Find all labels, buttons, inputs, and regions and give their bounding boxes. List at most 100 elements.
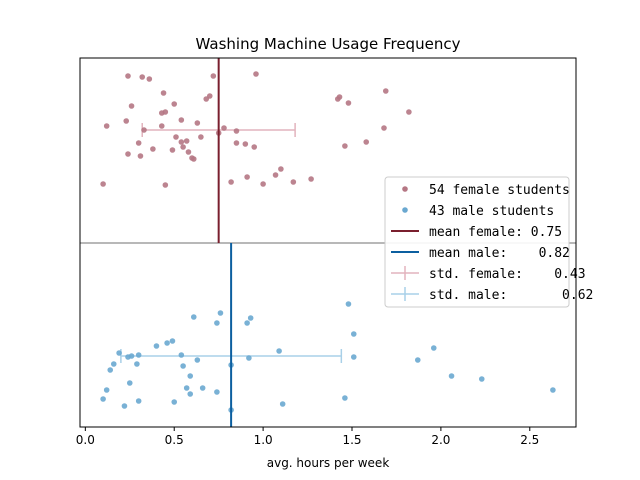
female-point-legend-marker: [402, 186, 408, 192]
female-point: [190, 156, 197, 162]
female-point: [173, 134, 179, 140]
female-point: [137, 153, 144, 159]
female-point: [178, 139, 185, 145]
male-point: [276, 348, 282, 354]
mean-lines: [217, 58, 233, 427]
legend-label: std. female: 0.43: [429, 267, 586, 282]
female-point: [162, 182, 169, 188]
male-point: [169, 338, 176, 344]
male-point: [199, 385, 206, 391]
male-point: [246, 355, 252, 361]
female-point: [162, 109, 169, 115]
female-point: [158, 123, 165, 129]
male-point: [478, 376, 485, 382]
male-point: [414, 357, 421, 363]
male-point: [126, 380, 133, 386]
female-point: [272, 172, 279, 178]
female-point: [278, 166, 284, 172]
female-point: [228, 179, 234, 185]
male-point: [217, 310, 224, 316]
male-point: [128, 353, 135, 359]
male-point: [116, 350, 122, 356]
male-point: [214, 389, 220, 395]
female-point: [178, 117, 185, 123]
male-point: [107, 367, 114, 373]
male-point: [153, 343, 160, 349]
male-point: [178, 352, 185, 358]
female-point: [183, 138, 190, 144]
female-point: [141, 127, 147, 133]
female-point: [382, 88, 389, 94]
x-axis-label: avg. hours per week: [267, 456, 390, 470]
male-point: [171, 399, 178, 405]
female-point: [345, 100, 352, 106]
male-point: [100, 396, 106, 402]
female-point: [180, 144, 186, 150]
female-point: [125, 73, 131, 79]
female-point: [203, 96, 210, 102]
male-point: [350, 331, 357, 337]
male-point: [135, 352, 142, 358]
female-point: [128, 103, 135, 109]
female-point: [336, 94, 343, 100]
male-point: [134, 361, 140, 367]
male-point: [110, 361, 117, 367]
male-point: [183, 385, 190, 391]
male-point: [135, 398, 142, 404]
chart-title: Washing Machine Usage Frequency: [196, 35, 461, 53]
male-point: [121, 403, 128, 409]
female-point: [233, 128, 240, 134]
male-point: [214, 320, 220, 326]
female-point: [103, 123, 110, 129]
scatter-points: [100, 71, 556, 413]
legend: 54 female students 43 male students mean f…: [384, 176, 593, 308]
female-point: [308, 176, 314, 182]
male-point: [103, 387, 110, 393]
male-point: [430, 345, 437, 351]
x-tick-label: 0.5: [165, 433, 184, 447]
male-point: [448, 373, 455, 379]
male-point: [550, 387, 556, 393]
male-point: [190, 314, 197, 320]
female-point: [194, 120, 201, 126]
legend-box: [384, 176, 570, 308]
male-point: [187, 373, 194, 379]
male-point: [180, 363, 186, 369]
legend-label: mean male: 0.82: [429, 246, 570, 261]
male-point: [279, 401, 286, 407]
male-point: [342, 395, 348, 401]
female-point: [342, 143, 348, 149]
female-point: [100, 181, 106, 187]
female-point: [185, 149, 192, 155]
female-point: [210, 73, 217, 79]
x-tick-label: 0.0: [76, 433, 95, 447]
legend-label: std. male: 0.62: [429, 288, 593, 303]
female-point: [253, 71, 259, 77]
female-point: [150, 146, 156, 152]
female-point: [123, 118, 130, 124]
female-point: [363, 139, 370, 145]
female-point: [233, 140, 240, 146]
plot-frame: [79, 57, 577, 428]
female-point: [290, 179, 297, 185]
x-tick-label: 1.5: [342, 433, 361, 447]
male-point: [194, 357, 201, 363]
male-point: [350, 354, 357, 360]
female-point: [125, 151, 131, 157]
female-point: [381, 125, 387, 131]
female-point: [260, 181, 266, 187]
female-point: [242, 141, 249, 147]
female-point: [139, 74, 146, 80]
x-tick-label: 1.0: [254, 433, 273, 447]
legend-label: 43 male students: [429, 204, 554, 219]
female-point: [221, 125, 227, 131]
legend-label: 54 female students: [429, 183, 570, 198]
female-point: [169, 147, 176, 153]
female-point: [198, 134, 204, 140]
legend-label: mean female: 0.75: [429, 225, 562, 240]
female-point: [251, 144, 258, 150]
female-point: [146, 76, 153, 82]
x-tick-label: 2.5: [520, 433, 539, 447]
male-point: [187, 391, 194, 397]
